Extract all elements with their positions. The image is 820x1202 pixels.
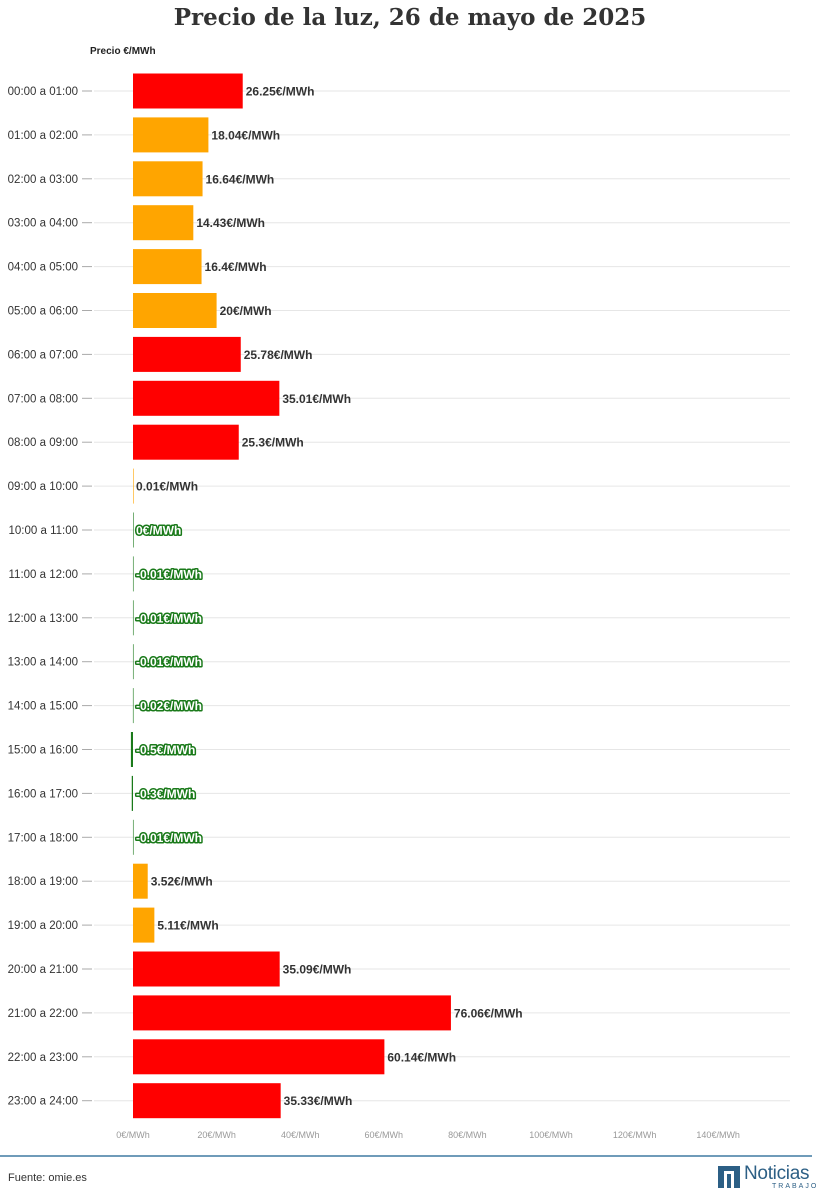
logo-icon: [718, 1166, 740, 1188]
bar: [133, 73, 243, 109]
bar: [130, 732, 133, 767]
x-tick-label: 0€/MWh: [116, 1130, 150, 1140]
data-label: -0.01€/MWh: [136, 611, 202, 625]
x-tick-label: 60€/MWh: [365, 1130, 404, 1140]
data-label: 16.64€/MWh: [206, 172, 275, 186]
bar: [133, 907, 155, 943]
category-label: 19:00 a 20:00: [8, 920, 78, 932]
category-label: 18:00 a 19:00: [8, 876, 78, 888]
data-label: 14.43€/MWh: [196, 216, 265, 230]
x-tick-label: 140€/MWh: [696, 1130, 740, 1140]
category-label: 08:00 a 09:00: [8, 437, 78, 449]
bar: [133, 1039, 385, 1075]
data-label: -0.01€/MWh: [136, 655, 202, 669]
bar: [133, 161, 203, 197]
data-label: 60.14€/MWh: [387, 1050, 456, 1064]
bar: [131, 775, 133, 811]
bar: [133, 995, 451, 1031]
bar: [133, 1083, 281, 1119]
logo-subtitle: TRABAJO: [772, 1183, 819, 1190]
bar: [133, 424, 239, 460]
data-label: 16.4€/MWh: [205, 260, 267, 274]
category-label: 22:00 a 23:00: [8, 1052, 78, 1064]
bar: [132, 688, 134, 724]
publisher-logo: Noticias TRABAJO: [718, 1163, 816, 1191]
data-label: 0.01€/MWh: [136, 480, 198, 494]
category-label: 13:00 a 14:00: [8, 657, 78, 669]
footer-divider: [0, 1155, 812, 1157]
data-label: 26.25€/MWh: [246, 85, 315, 99]
category-label: 10:00 a 11:00: [9, 525, 79, 537]
bar: [133, 863, 148, 899]
category-label: 07:00 a 08:00: [8, 393, 78, 405]
category-label: 16:00 a 17:00: [8, 788, 78, 800]
category-label: 09:00 a 10:00: [8, 481, 78, 493]
category-label: 05:00 a 06:00: [8, 306, 78, 318]
x-tick-label: 20€/MWh: [197, 1130, 236, 1140]
category-label: 17:00 a 18:00: [8, 832, 78, 844]
x-tick-label: 40€/MWh: [281, 1130, 320, 1140]
axis-title: Precio €/MWh: [90, 46, 156, 57]
data-label: -0.3€/MWh: [136, 787, 195, 801]
data-label: 18.04€/MWh: [211, 128, 280, 142]
data-label: -0.01€/MWh: [136, 831, 202, 845]
bar: [133, 380, 280, 416]
data-label: 20€/MWh: [220, 304, 272, 318]
data-label: 35.33€/MWh: [284, 1094, 353, 1108]
data-label: 0€/MWh: [136, 524, 181, 538]
bar: [132, 556, 134, 592]
data-label: 3.52€/MWh: [151, 875, 213, 889]
data-label: 25.78€/MWh: [244, 348, 313, 362]
bar: [133, 951, 280, 987]
chart-title: Precio de la luz, 26 de mayo de 2025: [173, 4, 647, 31]
bar: [132, 644, 134, 680]
x-tick-label: 100€/MWh: [529, 1130, 573, 1140]
category-label: 02:00 a 03:00: [8, 174, 78, 186]
bar-chart: 00:00 a 01:00 26.25€/MWh 01:00 a 02:00 18.0…: [8, 73, 790, 1140]
x-tick-label: 120€/MWh: [613, 1130, 657, 1140]
category-label: 03:00 a 04:00: [8, 218, 78, 230]
category-label: 01:00 a 02:00: [8, 130, 78, 142]
data-label: 35.09€/MWh: [283, 963, 352, 977]
category-label: 04:00 a 05:00: [8, 262, 78, 274]
category-label: 00:00 a 01:00: [8, 86, 78, 98]
data-label: 5.11€/MWh: [157, 919, 218, 933]
category-label: 21:00 a 22:00: [8, 1008, 78, 1020]
bar: [132, 600, 134, 636]
source-note: Fuente: omie.es: [8, 1172, 87, 1184]
data-label: 76.06€/MWh: [454, 1006, 523, 1020]
category-label: 12:00 a 13:00: [8, 613, 78, 625]
category-label: 15:00 a 16:00: [8, 745, 78, 757]
data-label: -0.5€/MWh: [136, 743, 195, 757]
category-label: 20:00 a 21:00: [8, 964, 78, 976]
category-label: 06:00 a 07:00: [8, 349, 78, 361]
data-label: -0.02€/MWh: [136, 699, 202, 713]
category-label: 23:00 a 24:00: [8, 1096, 78, 1108]
data-label: 35.01€/MWh: [282, 392, 351, 406]
bar: [133, 117, 209, 153]
bar: [132, 819, 134, 855]
data-label: -0.01€/MWh: [136, 567, 202, 581]
bar: [133, 293, 217, 328]
x-tick-label: 80€/MWh: [448, 1130, 487, 1140]
category-label: 11:00 a 12:00: [9, 569, 79, 581]
bar: [133, 249, 202, 285]
data-label: 25.3€/MWh: [242, 436, 304, 450]
category-label: 14:00 a 15:00: [8, 701, 78, 713]
bar: [133, 512, 134, 548]
logo-name: Noticias: [744, 1163, 810, 1184]
bar: [133, 468, 134, 504]
bar: [133, 336, 241, 372]
bar: [133, 205, 194, 241]
